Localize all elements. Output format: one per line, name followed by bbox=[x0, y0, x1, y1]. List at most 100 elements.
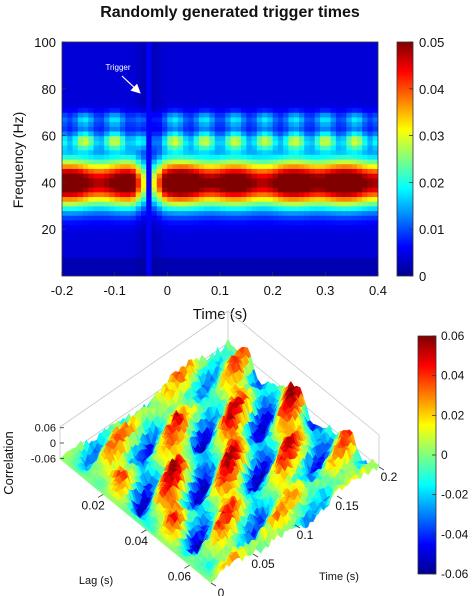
heatmap-cell bbox=[288, 51, 295, 57]
heatmap-cell bbox=[135, 74, 142, 81]
heatmap-cell bbox=[172, 201, 179, 207]
heatmap-cell bbox=[135, 182, 142, 188]
heatmap-cell bbox=[309, 233, 316, 240]
heatmap-cell bbox=[77, 163, 84, 169]
heatmap-cell bbox=[304, 65, 311, 71]
heatmap-cell bbox=[193, 252, 200, 258]
heatmap-cell bbox=[98, 238, 105, 244]
heatmap-cell bbox=[104, 144, 110, 151]
heatmap-cell bbox=[156, 65, 163, 71]
heatmap-cell bbox=[109, 257, 116, 263]
heatmap-cell bbox=[214, 266, 221, 272]
heatmap-cell bbox=[341, 210, 347, 216]
heatmap-cell bbox=[130, 229, 137, 235]
heatmap-cell bbox=[77, 154, 84, 160]
heatmap-cell bbox=[267, 154, 274, 160]
heatmap-cell bbox=[314, 163, 321, 169]
heatmap-cell bbox=[104, 187, 110, 193]
heatmap-cell bbox=[188, 60, 195, 66]
heatmap-cell bbox=[88, 140, 95, 146]
heatmap-cell bbox=[177, 229, 184, 235]
heatmap-cell bbox=[114, 126, 121, 132]
heatmap-cell bbox=[83, 149, 89, 155]
heatmap-cell bbox=[304, 130, 311, 137]
heatmap-cell bbox=[130, 102, 137, 109]
heatmap-cell bbox=[72, 56, 79, 62]
heatmap-cell bbox=[351, 238, 358, 244]
heatmap-cell bbox=[130, 247, 137, 254]
heatmap-cell bbox=[341, 238, 347, 244]
heatmap-cell bbox=[246, 229, 253, 235]
heatmap-cell bbox=[119, 163, 126, 169]
heatmap-cell bbox=[119, 98, 126, 104]
heatmap-cell bbox=[119, 60, 126, 66]
heatmap-cell bbox=[220, 46, 226, 52]
heatmap-cell bbox=[130, 159, 137, 165]
heatmap-y-tick-label: 60 bbox=[42, 129, 56, 144]
heatmap-cell bbox=[299, 266, 305, 272]
heatmap-cell bbox=[104, 182, 110, 188]
heatmap-cell bbox=[141, 102, 147, 109]
heatmap-cell bbox=[125, 247, 132, 254]
heatmap-cell bbox=[204, 51, 211, 57]
heatmap-cell bbox=[335, 121, 342, 127]
heatmap-cell bbox=[130, 70, 137, 76]
heatmap-cell bbox=[293, 182, 300, 188]
heatmap-cell bbox=[177, 144, 184, 151]
heatmap-cell bbox=[256, 126, 263, 132]
heatmap-cell bbox=[314, 173, 321, 179]
heatmap-cell bbox=[335, 182, 342, 188]
heatmap-cell bbox=[93, 201, 100, 207]
heatmap-cell bbox=[351, 65, 358, 71]
heatmap-cell bbox=[177, 177, 184, 183]
heatmap-cell bbox=[251, 140, 258, 146]
heatmap-cell bbox=[130, 201, 137, 207]
heatmap-cell bbox=[267, 74, 274, 81]
heatmap-cell bbox=[193, 229, 200, 235]
heatmap-cell bbox=[283, 252, 290, 258]
heatmap-cell bbox=[188, 144, 195, 151]
heatmap-cell bbox=[114, 191, 121, 198]
heatmap-cell bbox=[267, 238, 274, 244]
heatmap-cell bbox=[272, 173, 279, 179]
heatmap-cell bbox=[93, 196, 100, 202]
heatmap-cell bbox=[151, 159, 158, 165]
heatmap-cell bbox=[351, 257, 358, 263]
heatmap-cell bbox=[367, 168, 374, 174]
heatmap-cell bbox=[230, 191, 237, 198]
heatmap-cell bbox=[146, 42, 153, 48]
heatmap-cell bbox=[351, 163, 358, 169]
heatmap-cell bbox=[188, 257, 195, 263]
heatmap-cell bbox=[177, 182, 184, 188]
heatmap-cell bbox=[214, 219, 221, 226]
heatmap-cell bbox=[204, 182, 211, 188]
heatmap-cell bbox=[241, 261, 247, 268]
heatmap-cell bbox=[293, 60, 300, 66]
heatmap-cell bbox=[98, 112, 105, 118]
heatmap-cell bbox=[356, 205, 363, 212]
chart-title: Randomly generated trigger times bbox=[100, 4, 360, 21]
heatmap-cell bbox=[125, 102, 132, 109]
heatmap-cell bbox=[309, 247, 316, 254]
heatmap-cell bbox=[214, 243, 221, 249]
heatmap-cell bbox=[220, 84, 226, 90]
heatmap-cell bbox=[151, 70, 158, 76]
heatmap-cell bbox=[204, 229, 211, 235]
heatmap-cell bbox=[267, 126, 274, 132]
heatmap-cell bbox=[367, 74, 374, 81]
heatmap-cell bbox=[304, 84, 311, 90]
heatmap-cell bbox=[241, 182, 247, 188]
heatmap-cell bbox=[335, 149, 342, 155]
heatmap-cell bbox=[351, 84, 358, 90]
heatmap-cell bbox=[283, 159, 290, 165]
heatmap-cell bbox=[351, 215, 358, 221]
heatmap-cell bbox=[98, 135, 105, 141]
heatmap-cell bbox=[183, 252, 189, 258]
heatmap-cell bbox=[241, 46, 247, 52]
heatmap-cell bbox=[272, 84, 279, 90]
heatmap-cell bbox=[267, 187, 274, 193]
heatmap-cell bbox=[309, 102, 316, 109]
heatmap-cell bbox=[135, 205, 142, 212]
heatmap-cell bbox=[230, 60, 237, 66]
heatmap-cell bbox=[209, 98, 216, 104]
